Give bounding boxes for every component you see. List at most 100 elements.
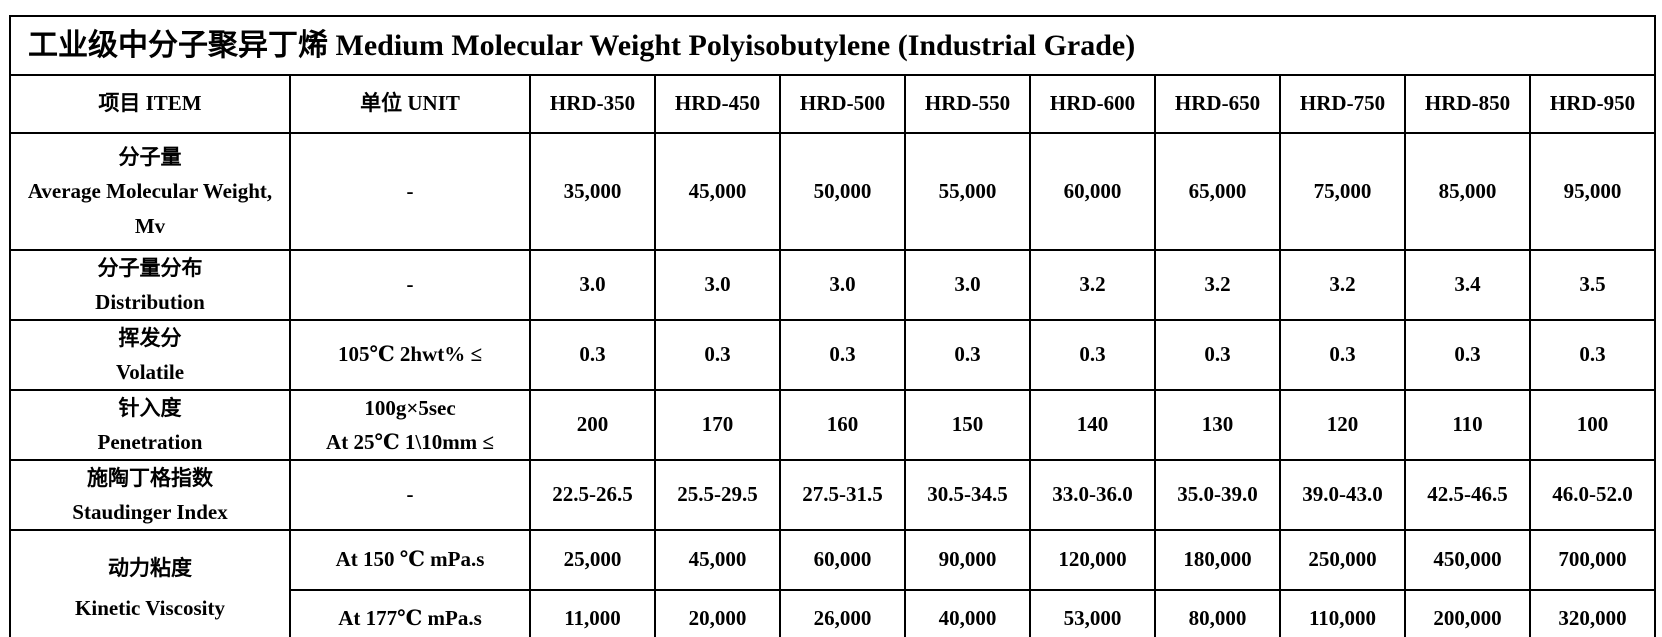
value-cell: 3.0: [904, 248, 1031, 322]
item-label-zh: 挥发分: [118, 326, 182, 351]
value-cell: 30.5-34.5: [904, 459, 1031, 532]
value-cell: 0.3: [904, 319, 1031, 392]
header-grade: HRD-550: [904, 74, 1031, 134]
value-cell: 3.5: [1528, 248, 1657, 322]
value-cell: 65,000: [1154, 132, 1281, 251]
value-cell: 0.3: [529, 319, 656, 392]
value-cell: 90,000: [904, 529, 1031, 592]
row-kinetic-viscosity-177: At 177℃ mPa.s 11,000 20,000 26,000 40,00…: [10, 589, 1657, 637]
item-label-en: Volatile: [115, 360, 185, 385]
value-cell: 46.0-52.0: [1528, 459, 1657, 532]
item-label-en: Distribution: [95, 290, 205, 315]
item-label-en: Average Molecular Weight,: [27, 179, 273, 204]
value-cell: 100: [1528, 389, 1657, 462]
value-cell: 110,000: [1279, 589, 1406, 637]
header-grade: HRD-650: [1154, 74, 1281, 134]
item-label-zh: 针入度: [118, 396, 182, 421]
value-cell: 700,000: [1528, 529, 1657, 592]
value-cell: 120: [1279, 389, 1406, 462]
row-penetration: 针入度 Penetration 100g×5sec At 25℃ 1\10mm …: [9, 389, 1657, 462]
item-label-en: Penetration: [97, 430, 203, 455]
value-cell: 22.5-26.5: [529, 459, 656, 532]
header-unit: 单位 UNIT: [289, 74, 531, 134]
value-cell: 130: [1154, 389, 1281, 462]
header-grade: HRD-450: [654, 74, 781, 134]
header-grade: HRD-500: [779, 74, 906, 134]
unit-cell: -: [289, 248, 531, 322]
value-cell: 110: [1404, 389, 1531, 462]
value-cell: 33.0-36.0: [1029, 459, 1156, 532]
value-cell: 160: [779, 389, 906, 462]
value-cell: 3.4: [1404, 248, 1531, 322]
value-cell: 3.0: [529, 248, 656, 322]
item-label-zh: 动力粘度: [108, 556, 192, 581]
row-staudinger-index: 施陶丁格指数 Staudinger Index - 22.5-26.5 25.5…: [9, 459, 1657, 532]
value-cell: 320,000: [1528, 589, 1657, 637]
unit-line: At 25℃ 1\10mm ≤: [326, 430, 494, 455]
title-row: 工业级中分子聚异丁烯 Medium Molecular Weight Polyi…: [8, 15, 1657, 76]
value-cell: 35.0-39.0: [1154, 459, 1281, 532]
item-label-en: Staudinger Index: [72, 500, 228, 525]
value-cell: 85,000: [1404, 132, 1531, 251]
table-title: 工业级中分子聚异丁烯 Medium Molecular Weight Polyi…: [8, 15, 1657, 76]
value-cell: 40,000: [904, 589, 1031, 637]
unit-cell: At 177℃ mPa.s: [289, 589, 531, 637]
value-cell: 45,000: [654, 529, 781, 592]
value-cell: 75,000: [1279, 132, 1406, 251]
value-cell: 120,000: [1029, 529, 1156, 592]
row-volatile: 挥发分 Volatile 105℃ 2hwt% ≤ 0.3 0.3 0.3 0.…: [9, 319, 1657, 392]
value-cell: 25.5-29.5: [654, 459, 781, 532]
value-cell: 3.2: [1154, 248, 1281, 322]
unit-line: 100g×5sec: [364, 396, 456, 421]
value-cell: 0.3: [654, 319, 781, 392]
header-grade: HRD-850: [1404, 74, 1531, 134]
value-cell: 0.3: [1154, 319, 1281, 392]
item-label-zh: 施陶丁格指数: [87, 466, 213, 491]
value-cell: 20,000: [654, 589, 781, 637]
value-cell: 150: [904, 389, 1031, 462]
value-cell: 140: [1029, 389, 1156, 462]
value-cell: 80,000: [1154, 589, 1281, 637]
value-cell: 0.3: [1029, 319, 1156, 392]
value-cell: 25,000: [529, 529, 656, 592]
header-row: 项目 ITEM 单位 UNIT HRD-350 HRD-450 HRD-500 …: [9, 74, 1657, 134]
value-cell: 42.5-46.5: [1404, 459, 1531, 532]
value-cell: 35,000: [529, 132, 656, 251]
unit-cell: -: [289, 459, 531, 532]
item-cell: 动力粘度 Kinetic Viscosity: [9, 529, 291, 637]
value-cell: 60,000: [1029, 132, 1156, 251]
unit-cell: 105℃ 2hwt% ≤: [289, 319, 531, 392]
header-grade: HRD-750: [1279, 74, 1406, 134]
unit-cell: At 150 ℃ mPa.s: [289, 529, 531, 592]
header-item: 项目 ITEM: [9, 74, 291, 134]
row-average-molecular-weight: 分子量 Average Molecular Weight, Mv - 35,00…: [9, 132, 1657, 251]
value-cell: 95,000: [1528, 132, 1657, 251]
value-cell: 3.2: [1279, 248, 1406, 322]
row-kinetic-viscosity-150: 动力粘度 Kinetic Viscosity At 150 ℃ mPa.s 25…: [9, 529, 1657, 637]
value-cell: 0.3: [779, 319, 906, 392]
item-cell: 分子量分布 Distribution: [9, 248, 291, 322]
header-grade: HRD-950: [1528, 74, 1657, 134]
value-cell: 200,000: [1404, 589, 1531, 637]
value-cell: 200: [529, 389, 656, 462]
value-cell: 3.0: [779, 248, 906, 322]
item-cell: 挥发分 Volatile: [9, 319, 291, 392]
item-label-zh: 分子量分布: [97, 256, 203, 280]
item-label-en: Kinetic Viscosity: [75, 596, 225, 621]
value-cell: 27.5-31.5: [779, 459, 906, 532]
item-label-en: Mv: [134, 213, 166, 238]
product-spec-table: 工业级中分子聚异丁烯 Medium Molecular Weight Polyi…: [8, 15, 1657, 637]
value-cell: 50,000: [779, 132, 906, 251]
value-cell: 180,000: [1154, 529, 1281, 592]
value-cell: 450,000: [1404, 529, 1531, 592]
value-cell: 3.2: [1029, 248, 1156, 322]
value-cell: 39.0-43.0: [1279, 459, 1406, 532]
value-cell: 0.3: [1404, 319, 1531, 392]
value-cell: 45,000: [654, 132, 781, 251]
item-label-zh: 分子量: [118, 145, 182, 170]
value-cell: 0.3: [1528, 319, 1657, 392]
unit-cell: -: [289, 132, 531, 251]
value-cell: 170: [654, 389, 781, 462]
value-cell: 55,000: [904, 132, 1031, 251]
item-cell: 针入度 Penetration: [9, 389, 291, 462]
